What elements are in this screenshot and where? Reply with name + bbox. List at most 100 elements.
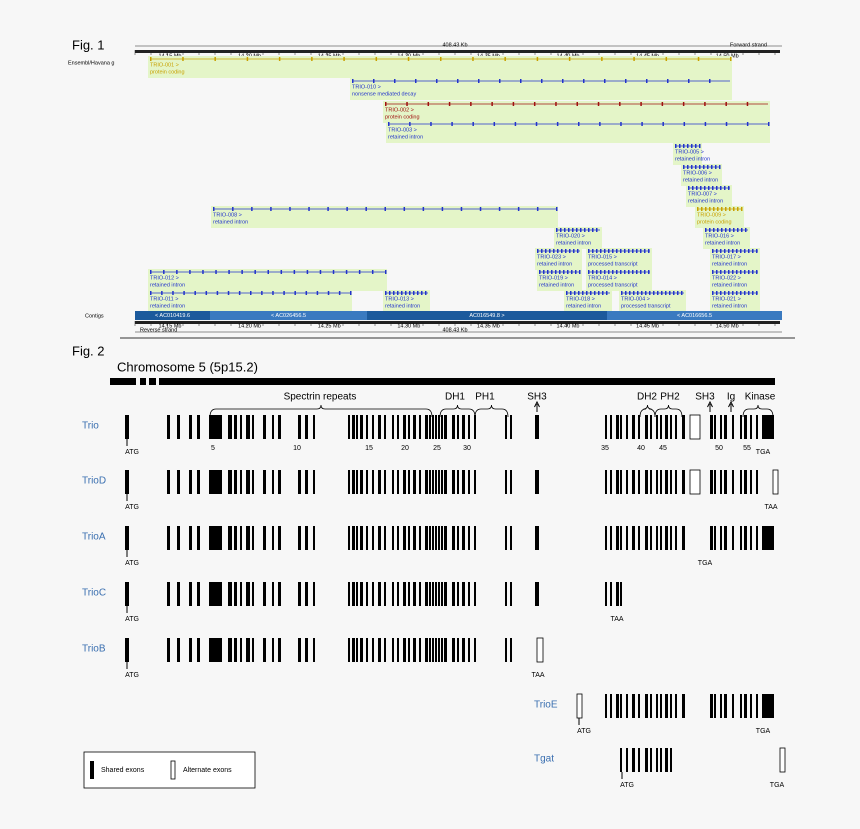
transcript-exon [541,249,543,253]
transcript-exon [696,186,698,190]
exon-shared [246,470,250,494]
exon-shared [177,526,180,550]
exon-shared [419,470,421,494]
exon-shared [372,415,374,439]
exon-shared [408,526,410,550]
transcript-type: retained intron [688,198,723,204]
transcript-exon [385,291,387,295]
exon-shared [732,526,734,550]
exon-shared [744,694,747,718]
domain-arrow [707,400,713,412]
exon-shared [665,694,668,718]
fig1-label: Fig. 1 [72,37,105,52]
exon-shared [432,415,434,439]
domain-label: Spectrin repeats [284,392,357,403]
transcript-exon [600,249,602,253]
transcript-exon [202,270,204,274]
exon-shared [462,470,465,494]
exon-shared [366,582,368,606]
transcript-exon [687,144,689,148]
transcript-name: TRIO-016 > [705,233,734,239]
exon-shared [756,526,758,550]
exon-shared [356,526,358,550]
transcript-name: TRIO-014 > [588,275,617,281]
transcript-exon [732,249,734,253]
codon-label: ATG [125,672,139,679]
exon-shared [356,582,358,606]
exon-shared [682,470,685,494]
transcript-exon [602,291,604,295]
exon-shared [740,526,742,550]
exon-shared [278,526,281,550]
transcript-exon [640,249,642,253]
transcript-name: TRIO-006 > [683,170,712,176]
exon-shared [675,470,677,494]
exon-shared [189,638,192,662]
transcript-exon [756,291,758,295]
exon-shared [626,470,628,494]
exon-shared [432,526,434,550]
exon-shared [605,694,607,718]
transcript-box [386,121,770,143]
transcript-exon [620,249,622,253]
transcript-exon [216,291,219,295]
transcript-exon [628,249,630,253]
exon-shared [408,638,410,662]
transcript-exon [704,122,707,126]
transcript-exon [569,249,571,253]
isoform-name: Tgat [534,754,554,765]
exon-shared [645,748,648,772]
transcript-exon [744,291,746,295]
transcript-exon [385,270,387,274]
exon-shared [372,638,374,662]
exon-shared [240,638,242,662]
domain-label: SH3 [695,392,715,403]
transcript-type: retained intron [566,303,601,309]
transcript-exon [720,270,722,274]
transcript-exon [588,228,590,232]
transcript-exon [683,165,685,169]
transcript-exon [712,186,714,190]
transcript-name: TRIO-010 > [352,84,381,90]
exon-shared [263,638,266,662]
exon-shared [197,582,200,606]
domain-arrow [534,400,540,412]
contig-label: AC016549.8 > [469,313,504,319]
transcript-exon [440,57,442,61]
domain-label: PH2 [660,392,680,403]
transcript-exon [557,249,559,253]
transcript-name: TRIO-017 > [712,254,741,260]
exon-shared [252,415,254,439]
exon-shared [610,526,612,550]
transcript-exon [646,79,648,83]
exon-shared [656,470,658,494]
exon-shared [656,694,658,718]
legend-box [83,751,256,789]
exon-shared [438,470,440,494]
transcript-box [537,269,582,291]
exon-shared [278,470,281,494]
exon-shared [762,526,774,550]
transcript-type: retained intron [537,261,572,267]
transcript-box [554,227,602,249]
exon-shared [352,638,355,662]
exon-shared [732,694,734,718]
transcript-exon [644,249,646,253]
exon-shared [660,526,662,550]
exon-shared [441,526,443,550]
exon-shared [305,415,308,439]
transcript-exon [308,207,310,211]
transcript-exon [673,291,675,295]
transcript-exon [478,79,480,83]
transcript-exon [479,207,482,211]
transcript-exon [596,249,598,253]
legend-shared-swatch [90,761,94,779]
transcript-exon [740,249,742,253]
exon-shared [720,526,722,550]
exon-shared [408,415,410,439]
exon-shared [305,582,308,606]
isoform-name: TrioC [82,588,106,599]
transcript-exon [620,122,622,126]
transcript-exon [572,228,574,232]
